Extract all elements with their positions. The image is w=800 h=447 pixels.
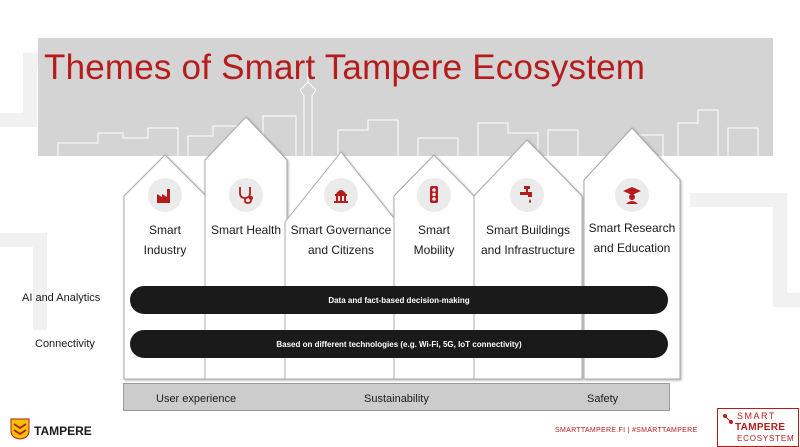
foundation-safety: Safety <box>587 393 619 405</box>
city-skyline <box>57 66 759 156</box>
theme-label-smart-buildings: Smart Buildings and Infrastructure <box>474 220 582 260</box>
foundation-sustainability: Sustainability <box>364 393 429 405</box>
government-building-icon <box>324 178 358 212</box>
brand-line3: ECOSYSTEM <box>737 434 795 443</box>
theme-label-smart-governance: Smart Governance and Citizens <box>286 220 396 260</box>
theme-label-line1: Smart Governance <box>290 223 392 237</box>
traffic-light-icon <box>417 178 451 212</box>
house-smart-buildings <box>473 139 583 380</box>
theme-label-smart-health: Smart Health <box>207 220 285 240</box>
brand-line2: TAMPERE <box>735 422 786 433</box>
brand-mark-icon <box>723 414 733 424</box>
theme-label-line2: Industry <box>143 243 187 257</box>
theme-label-line2: and Infrastructure <box>480 243 576 257</box>
theme-label-smart-industry: Smart Industry <box>127 220 203 260</box>
theme-label-smart-research: Smart Research and Education <box>585 218 679 258</box>
layer-bar-connectivity: Based on different technologies (e.g. Wi… <box>130 330 668 358</box>
theme-label-line1: Smart Buildings <box>485 223 571 237</box>
logo-text: TAMPERE <box>34 424 92 438</box>
theme-label-smart-mobility: Smart Mobility <box>396 220 472 260</box>
layer-label-ai-analytics: AI and Analytics <box>22 292 101 304</box>
factory-icon <box>148 178 182 212</box>
theme-label-line1: Smart Research <box>588 221 676 235</box>
tampere-crest-icon <box>10 418 30 440</box>
house-smart-governance <box>284 151 398 380</box>
page-title: Themes of Smart Tampere Ecosystem <box>44 48 646 87</box>
theme-label-line1: Smart <box>417 223 450 237</box>
foundation-user-experience: User experience <box>156 393 237 405</box>
theme-label-line1: Smart <box>148 223 181 237</box>
footer-links[interactable]: SMARTTAMPERE.FI | #SMARTTAMPERE <box>555 427 698 434</box>
theme-label-line2: Mobility <box>413 243 455 257</box>
layer-label-connectivity: Connectivity <box>35 338 95 350</box>
graduate-icon <box>615 178 649 212</box>
layer-bar-ai-analytics: Data and fact-based decision-making <box>130 286 668 314</box>
water-tap-icon <box>510 178 544 212</box>
theme-label-line2: and Education <box>593 241 671 255</box>
theme-label-line2: and Citizens <box>307 243 375 257</box>
theme-label-line1: Smart Health <box>210 223 282 237</box>
house-smart-research <box>583 127 681 380</box>
foundation-bar <box>123 383 670 411</box>
house-smart-industry <box>123 154 207 380</box>
smart-tampere-ecosystem-logo: SMART TAMPERE ECOSYSTEM <box>717 408 799 447</box>
header-band <box>38 38 773 156</box>
house-smart-mobility <box>393 154 475 380</box>
stethoscope-icon <box>229 178 263 212</box>
brand-line1: SMART <box>737 411 776 421</box>
